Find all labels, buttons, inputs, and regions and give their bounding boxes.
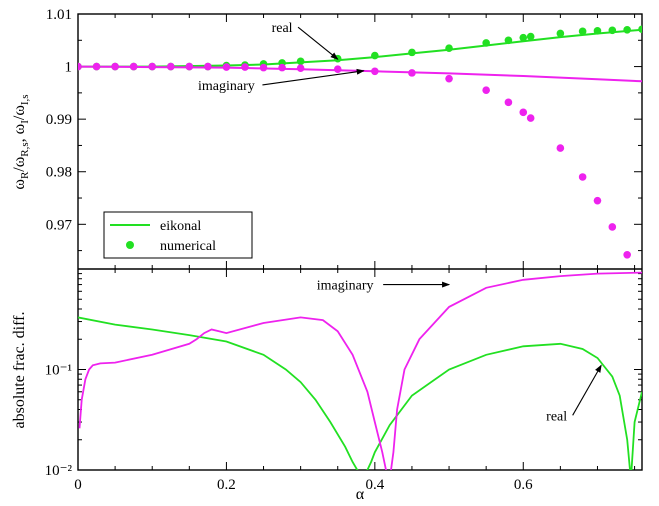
- numerical-real-point: [482, 39, 490, 47]
- numerical-imaginary-point: [371, 67, 379, 76]
- numerical-imaginary-point: [593, 196, 602, 205]
- numerical-imaginary-point: [445, 74, 453, 83]
- annotation-bottom-real: real: [546, 409, 567, 424]
- numerical-imaginary-point: [148, 62, 157, 71]
- numerical-imaginary-point: [166, 62, 175, 71]
- numerical-imaginary-point: [259, 63, 268, 72]
- numerical-real-point: [445, 44, 453, 52]
- numerical-imaginary-point: [608, 223, 617, 231]
- frac-diff-imaginary-line: [78, 271, 642, 470]
- top-y-tick-label: 0.99: [46, 112, 72, 128]
- eikonal-real-line: [78, 28, 642, 68]
- annotation-arrow: [262, 68, 365, 86]
- x-tick-label: 0.6: [514, 477, 533, 493]
- legend-numerical-swatch: [126, 241, 134, 249]
- numerical-imaginary-point: [504, 98, 513, 107]
- numerical-imaginary-point: [241, 63, 249, 71]
- x-axis-label: α: [356, 486, 365, 503]
- legend-numerical-label: numerical: [160, 239, 216, 254]
- legend-box: [103, 211, 253, 259]
- top-panel-data: [78, 25, 642, 259]
- numerical-real-point: [526, 32, 535, 41]
- numerical-imaginary-point: [482, 86, 490, 95]
- top-panel-ticks: 0.97 0.98 0.99 1 1.01: [46, 7, 642, 269]
- annotation-top-real: real: [272, 21, 293, 36]
- top-y-tick-label: 0.97: [46, 217, 73, 233]
- top-y-tick-label: 1.01: [46, 7, 72, 23]
- numerical-imaginary-point: [408, 69, 416, 77]
- numerical-imaginary-point: [129, 62, 138, 71]
- numerical-real-point: [504, 36, 513, 45]
- numerical-imaginary-point: [78, 62, 82, 71]
- frac-diff-real-line: [78, 316, 642, 470]
- bottom-panel-ticks: 0 0.2 0.4 0.6 10⁻² 10⁻¹: [45, 269, 642, 493]
- numerical-imaginary-point: [296, 64, 305, 72]
- numerical-imaginary-point: [111, 62, 119, 71]
- numerical-real-point: [623, 25, 631, 34]
- numerical-imaginary-point: [278, 63, 286, 72]
- numerical-imaginary-point: [623, 251, 631, 259]
- numerical-imaginary-point: [526, 114, 535, 122]
- plot-frame: [77, 13, 643, 471]
- annotation-arrow: [572, 364, 602, 416]
- numerical-imaginary-point: [185, 62, 194, 71]
- top-y-tick-label: 0.98: [46, 165, 72, 181]
- numerical-imaginary-point: [222, 63, 231, 71]
- x-tick-label: 0: [74, 477, 82, 493]
- bottom-y-axis-label: absolute frac. diff.: [11, 312, 28, 429]
- bottom-y-tick-label: 10⁻¹: [45, 363, 72, 379]
- numerical-imaginary-point: [519, 108, 528, 117]
- numerical-real-point: [519, 33, 528, 42]
- numerical-real-point: [296, 57, 305, 66]
- legend: eikonal numerical: [103, 211, 253, 259]
- x-tick-label: 0.2: [217, 477, 236, 493]
- annotation-top-imaginary: imaginary: [198, 79, 255, 94]
- numerical-real-point: [593, 27, 602, 35]
- numerical-real-point: [371, 51, 379, 60]
- numerical-real-point: [408, 48, 416, 57]
- numerical-imaginary-point: [578, 173, 587, 181]
- annotation-bottom-imaginary: imaginary: [317, 279, 374, 294]
- annotation-arrow: [297, 26, 339, 60]
- top-y-tick-label: 1: [65, 60, 73, 76]
- numerical-imaginary-point: [92, 62, 101, 71]
- annotations: real imaginary imaginary real: [198, 21, 602, 424]
- numerical-real-point: [608, 26, 617, 35]
- numerical-real-point: [556, 29, 565, 38]
- bottom-panel-data: [78, 271, 642, 470]
- x-tick-label: 0.4: [365, 477, 384, 493]
- bottom-y-tick-label: 10⁻²: [45, 463, 73, 479]
- numerical-imaginary-point: [204, 62, 212, 71]
- numerical-real-point: [638, 25, 642, 34]
- numerical-real-point: [578, 27, 587, 36]
- legend-eikonal-label: eikonal: [160, 219, 201, 234]
- numerical-imaginary-point: [333, 65, 342, 74]
- numerical-imaginary-point: [556, 144, 565, 152]
- eikonal-imaginary-line: [78, 65, 642, 83]
- top-y-axis-label: ωR/ωR,s, ωI/ωI,s: [11, 94, 31, 189]
